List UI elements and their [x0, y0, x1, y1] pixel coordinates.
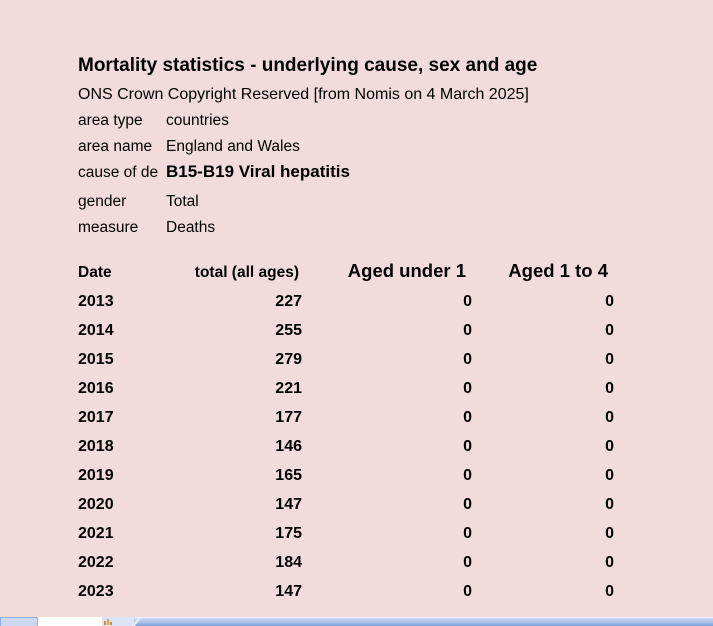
- meta-row-area-type: area type countries: [78, 112, 229, 132]
- table-row: 2020 147 0 0: [78, 485, 614, 514]
- meta-row-gender: gender Total: [78, 193, 199, 213]
- table-row: 2015 279 0 0: [78, 340, 614, 369]
- cell-aged-under-1[interactable]: 0: [463, 525, 472, 542]
- meta-value-cause-of-death: B15-B19 Viral hepatitis: [166, 162, 350, 181]
- cell-total[interactable]: 146: [275, 438, 302, 455]
- cell-total[interactable]: 184: [275, 554, 302, 571]
- cell-aged-under-1[interactable]: 0: [463, 496, 472, 513]
- cell-aged-under-1[interactable]: 0: [463, 322, 472, 339]
- cell-year[interactable]: 2014: [78, 322, 114, 339]
- cell-total[interactable]: 279: [275, 351, 302, 368]
- cell-year[interactable]: 2022: [78, 554, 114, 571]
- table-row: 2022 184 0 0: [78, 543, 614, 572]
- table-row: 2016 221 0 0: [78, 369, 614, 398]
- mortality-data-table: Date total (all ages) Aged under 1 Aged …: [78, 248, 614, 601]
- cell-year[interactable]: 2013: [78, 293, 114, 310]
- cell-year[interactable]: 2019: [78, 467, 114, 484]
- column-header-total-all-ages: total (all ages): [194, 264, 299, 281]
- cell-total[interactable]: 255: [275, 322, 302, 339]
- cell-total[interactable]: 177: [275, 409, 302, 426]
- cell-year[interactable]: 2023: [78, 583, 114, 600]
- sheet-icon: [104, 619, 113, 625]
- page-title: Mortality statistics - underlying cause,…: [78, 55, 538, 76]
- cell-aged-1-to-4[interactable]: 0: [605, 351, 614, 368]
- table-row: 2021 175 0 0: [78, 514, 614, 543]
- cell-year[interactable]: 2018: [78, 438, 114, 455]
- cell-year[interactable]: 2016: [78, 380, 114, 397]
- cell-aged-under-1[interactable]: 0: [463, 554, 472, 571]
- meta-value-measure: Deaths: [166, 219, 216, 236]
- column-header-aged-under-1: Aged under 1: [347, 260, 466, 281]
- sheet-tab-next[interactable]: [102, 617, 134, 626]
- meta-label-cause-of-death: cause of de: [78, 164, 159, 181]
- table-row: 2017 177 0 0: [78, 398, 614, 427]
- sheet-tab-bar: [0, 617, 713, 626]
- cell-aged-under-1[interactable]: 0: [463, 409, 472, 426]
- cell-year[interactable]: 2021: [78, 525, 114, 542]
- table-row: 2013 227 0 0: [78, 282, 614, 311]
- meta-row-area-name: area name England and Wales: [78, 138, 300, 158]
- meta-label-area-name: area name: [78, 138, 153, 155]
- cell-aged-1-to-4[interactable]: 0: [605, 409, 614, 426]
- cell-aged-under-1[interactable]: 0: [463, 293, 472, 310]
- sheet-tab-active[interactable]: [38, 617, 102, 626]
- cell-total[interactable]: 175: [275, 525, 302, 542]
- cell-aged-1-to-4[interactable]: 0: [605, 525, 614, 542]
- cell-total[interactable]: 147: [275, 583, 302, 600]
- cell-total[interactable]: 221: [275, 380, 302, 397]
- cell-aged-under-1[interactable]: 0: [463, 351, 472, 368]
- sheet-tab-edge: [131, 617, 142, 626]
- cell-year[interactable]: 2017: [78, 409, 114, 426]
- cell-aged-under-1[interactable]: 0: [463, 583, 472, 600]
- cell-aged-under-1[interactable]: 0: [463, 467, 472, 484]
- cell-aged-1-to-4[interactable]: 0: [605, 322, 614, 339]
- copyright-line: ONS Crown Copyright Reserved [from Nomis…: [78, 86, 529, 103]
- meta-value-gender: Total: [166, 193, 199, 210]
- cell-year[interactable]: 2020: [78, 496, 114, 513]
- table-row: 2019 165 0 0: [78, 456, 614, 485]
- meta-label-gender: gender: [78, 193, 127, 210]
- cell-aged-1-to-4[interactable]: 0: [605, 438, 614, 455]
- table-row: 2014 255 0 0: [78, 311, 614, 340]
- meta-value-area-name: England and Wales: [166, 138, 300, 155]
- table-row: 2018 146 0 0: [78, 427, 614, 456]
- cell-aged-1-to-4[interactable]: 0: [605, 583, 614, 600]
- cell-total[interactable]: 227: [275, 293, 302, 310]
- cell-aged-under-1[interactable]: 0: [463, 380, 472, 397]
- sheet-tab-scroll-box[interactable]: [0, 617, 38, 626]
- column-header-date: Date: [78, 264, 112, 281]
- cell-total[interactable]: 147: [275, 496, 302, 513]
- meta-label-area-type: area type: [78, 112, 143, 129]
- cell-aged-under-1[interactable]: 0: [463, 438, 472, 455]
- cell-aged-1-to-4[interactable]: 0: [605, 554, 614, 571]
- table-row: 2023 147 0 0: [78, 572, 614, 601]
- meta-label-measure: measure: [78, 219, 139, 236]
- cell-year[interactable]: 2015: [78, 351, 114, 368]
- table-header-row: Date total (all ages) Aged under 1 Aged …: [78, 248, 614, 282]
- cell-total[interactable]: 165: [275, 467, 302, 484]
- cell-aged-1-to-4[interactable]: 0: [605, 467, 614, 484]
- cell-aged-1-to-4[interactable]: 0: [605, 293, 614, 310]
- cell-aged-1-to-4[interactable]: 0: [605, 496, 614, 513]
- meta-row-cause-of-death: cause of de B15-B19 Viral hepatitis: [78, 162, 350, 182]
- column-header-aged-1-to-4: Aged 1 to 4: [508, 260, 608, 281]
- meta-row-measure: measure Deaths: [78, 219, 215, 239]
- cell-aged-1-to-4[interactable]: 0: [605, 380, 614, 397]
- meta-value-area-type: countries: [166, 112, 229, 129]
